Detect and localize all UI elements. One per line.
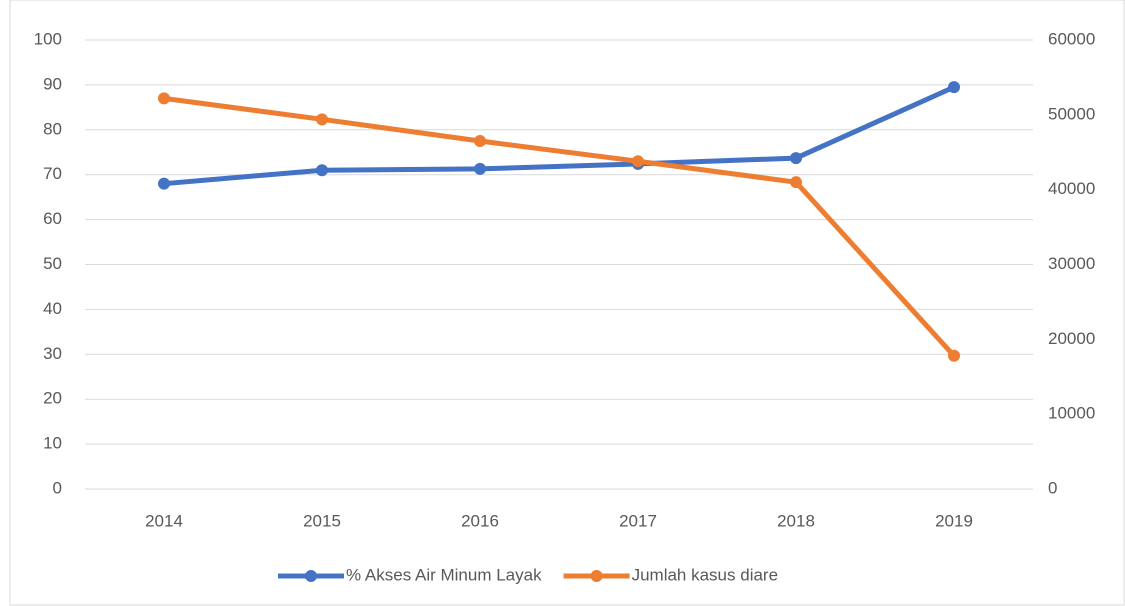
x-tick-label: 2018 <box>777 511 815 530</box>
x-tick-label: 2015 <box>303 511 341 530</box>
y2-tick-label: 40000 <box>1048 179 1095 198</box>
y2-tick-label: 20000 <box>1048 329 1095 348</box>
series-marker <box>316 164 328 177</box>
y2-tick-label: 30000 <box>1048 254 1095 273</box>
legend-label: Jumlah kasus diare <box>632 565 778 584</box>
series-marker <box>948 81 960 94</box>
y-tick-label: 10 <box>43 434 62 453</box>
series-marker <box>474 162 486 175</box>
x-tick-label: 2014 <box>145 511 183 530</box>
y-tick-label: 50 <box>43 254 62 273</box>
series-marker <box>948 349 960 362</box>
legend-marker <box>305 570 317 582</box>
series-marker <box>790 176 802 189</box>
y2-tick-label: 10000 <box>1048 404 1095 423</box>
series-line <box>163 95 956 358</box>
y-tick-label: 70 <box>43 164 62 183</box>
y-tick-label: 20 <box>43 389 62 408</box>
series-marker <box>316 113 328 126</box>
y-tick-label: 80 <box>43 119 62 138</box>
series-marker <box>158 177 170 190</box>
y2-tick-label: 60000 <box>1048 29 1095 48</box>
y-tick-label: 30 <box>43 344 62 363</box>
y2-tick-label: 0 <box>1048 478 1057 497</box>
legend-marker <box>590 570 603 582</box>
y-tick-label: 40 <box>43 299 62 318</box>
legend-label: % Akses Air Minum Layak <box>346 565 542 584</box>
x-tick-label: 2017 <box>619 511 657 530</box>
series-marker <box>632 155 644 168</box>
y-tick-label: 100 <box>34 29 62 48</box>
chart-frame <box>9 0 1125 606</box>
y2-tick-label: 50000 <box>1048 104 1095 123</box>
x-tick-label: 2019 <box>935 511 973 530</box>
y-tick-label: 90 <box>43 74 62 93</box>
series-marker <box>158 92 170 105</box>
x-tick-label: 2016 <box>461 511 499 530</box>
y-tick-label: 60 <box>43 209 62 228</box>
series-marker <box>474 135 486 148</box>
series-marker <box>790 152 802 165</box>
y-tick-label: 0 <box>53 478 62 497</box>
series-line <box>163 84 956 187</box>
